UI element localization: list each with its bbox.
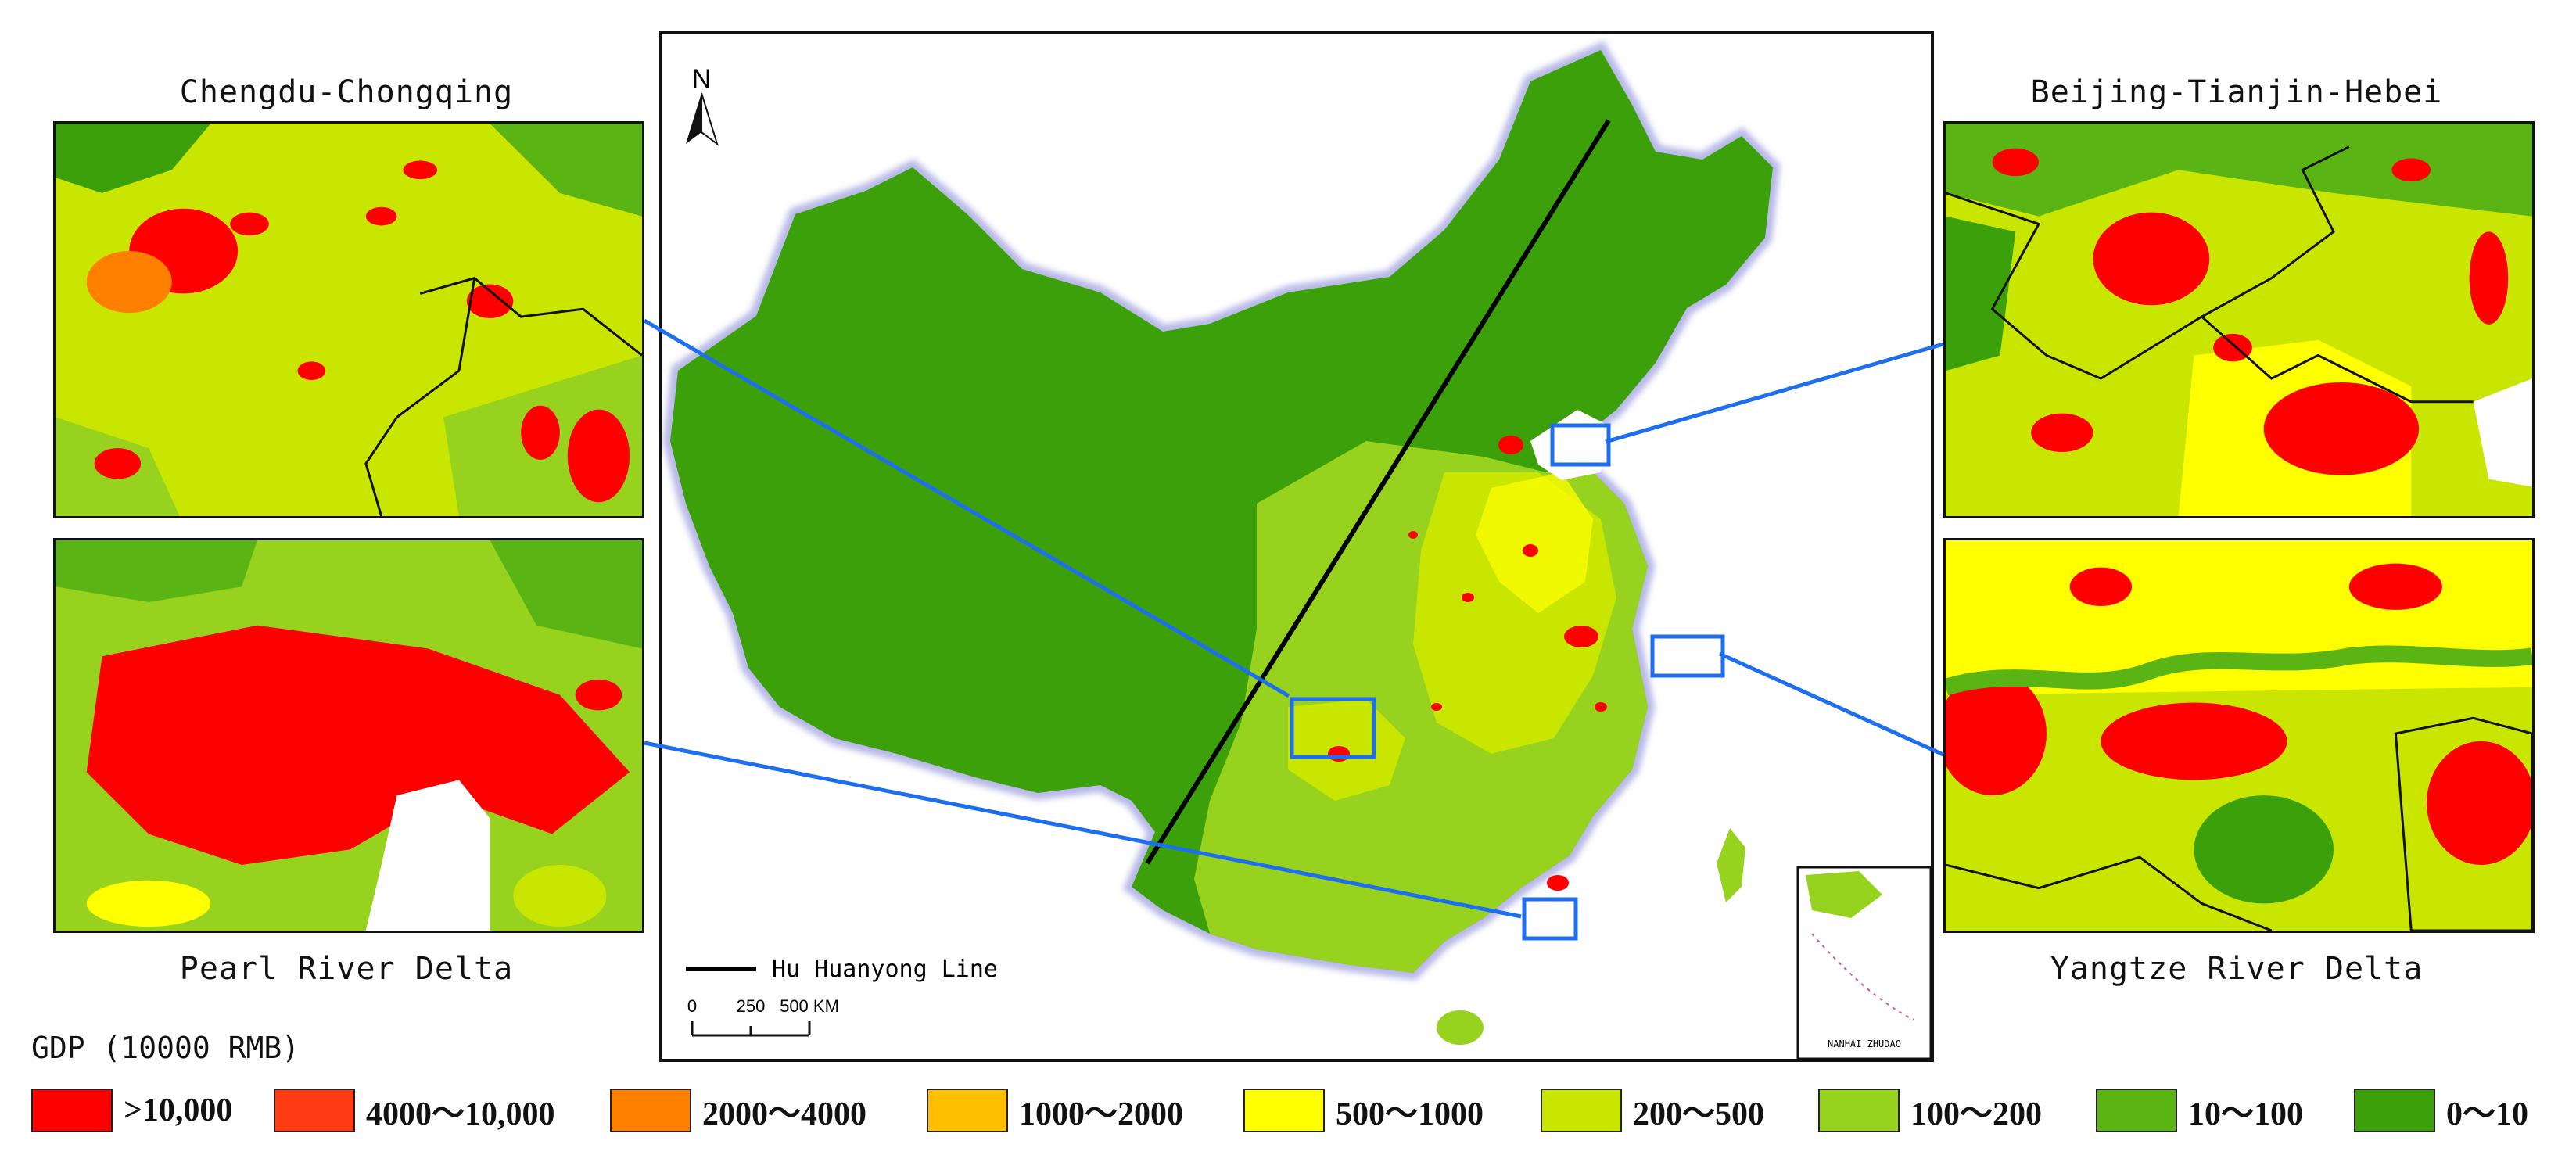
inset-map-yangtze-river-delta-graphic [1946,540,2532,931]
legend-swatch [1243,1089,1325,1132]
legend-label: >10,000 [124,1092,233,1128]
legend-item: >10,000 [31,1083,232,1138]
legend-item: 4000～10,000 [274,1083,555,1138]
north-china-plain [1476,472,1593,613]
inset-map-chengdu-chongqing-graphic [56,124,642,516]
legend-item: 200～500 [1541,1083,1764,1138]
legend-swatch [927,1089,1008,1132]
scale-bar: 0 250 500 KM [687,996,839,1037]
panel-title-chengdu-chongqing: Chengdu-Chongqing [179,74,514,110]
gdp-legend: >10,000 4000～10,000 2000～4000 1000～2000 500～… [31,1083,2565,1138]
scale-label-500km: 500 KM [780,996,839,1016]
legend-label: 1000～2000 [1019,1096,1184,1132]
legend-title: GDP (10000 RMB) [31,1031,300,1065]
north-arrow-icon [686,92,719,146]
legend-label: 10～100 [2188,1096,2304,1132]
north-label: N [692,64,712,94]
legend-label: 2000～4000 [702,1096,867,1132]
legend-label: 200～500 [1633,1096,1765,1132]
highlight-box-beijing-tianjin-hebei [1550,423,1611,467]
inset-map-pearl-river-delta [53,538,644,933]
legend-item: 500～1000 [1243,1083,1484,1138]
legend-label: 4000～10,000 [366,1096,555,1132]
scale-label-250: 250 [737,996,766,1016]
main-map-frame: N Hu Huanyong Line 0 250 500 KM NANHAI Z… [659,31,1934,1062]
legend-swatch [274,1089,355,1132]
inset-map-yangtze-river-delta [1943,538,2535,933]
legend-swatch [610,1089,691,1132]
legend-swatch [1541,1089,1622,1132]
legend-swatch [1818,1089,1900,1132]
hu-line-legend-label: Hu Huanyong Line [772,956,998,983]
south-china-sea-inset-label: NANHAI ZHUDAO [1828,1038,1901,1049]
legend-label: 0～10 [2446,1096,2529,1132]
highlight-box-pearl-river-delta [1522,897,1578,941]
inset-map-pearl-river-delta-graphic [56,540,642,931]
legend-item: 10～100 [2096,1083,2303,1138]
panel-title-yangtze-river-delta: Yangtze River Delta [2050,951,2424,987]
taiwan [1717,828,1745,902]
hainan [1437,1010,1484,1045]
inset-map-beijing-tianjin-hebei-graphic [1946,124,2532,516]
south-china-sea-inset: NANHAI ZHUDAO [1796,866,1931,1059]
panel-title-pearl-river-delta: Pearl River Delta [179,951,514,987]
highlight-box-yangtze-river-delta [1650,634,1725,678]
legend-swatch [2354,1089,2435,1132]
legend-item: 1000～2000 [927,1083,1183,1138]
legend-swatch [31,1089,113,1132]
legend-item: 0～10 [2354,1083,2528,1138]
legend-label: 100～200 [1910,1096,2043,1132]
legend-item: 2000～4000 [610,1083,866,1138]
hu-huanyong-line [1145,119,1611,865]
legend-item: 100～200 [1818,1083,2042,1138]
panel-title-beijing-tianjin-hebei: Beijing-Tianjin-Hebei [2030,74,2443,110]
legend-label: 500～1000 [1336,1096,1484,1132]
inset-map-beijing-tianjin-hebei [1943,121,2535,518]
inset-map-chengdu-chongqing [53,121,644,518]
legend-swatch [2096,1089,2177,1132]
china-gdp-map: N Hu Huanyong Line 0 250 500 KM NANHAI Z… [662,41,1931,1059]
scale-label-0: 0 [687,996,697,1016]
